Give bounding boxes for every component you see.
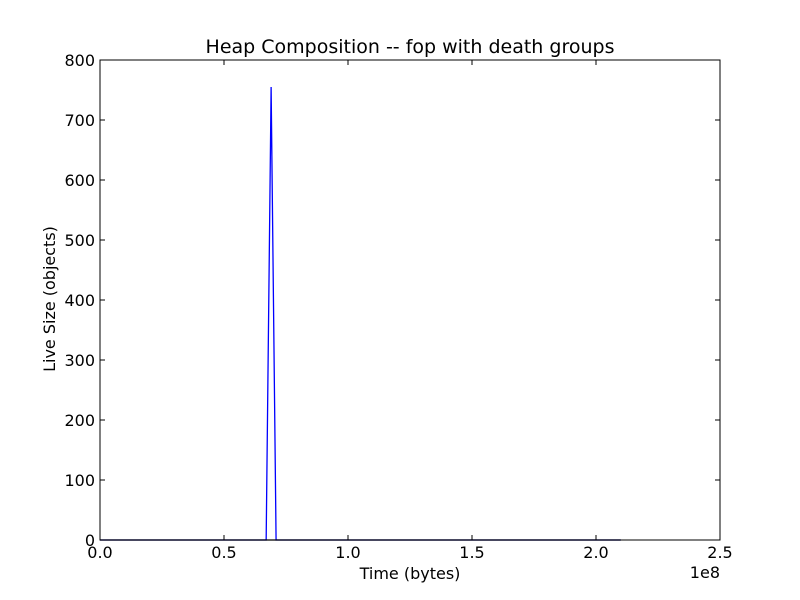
x-tick-label: 0.0 xyxy=(87,543,112,562)
y-tick-label: 300 xyxy=(64,351,95,370)
y-tick-label: 100 xyxy=(64,471,95,490)
y-tick-label: 400 xyxy=(64,291,95,310)
x-tick-label: 1.0 xyxy=(335,543,360,562)
x-offset-label: 1e8 xyxy=(690,563,720,582)
y-tick-label: 500 xyxy=(64,231,95,250)
axes-frame xyxy=(99,59,721,541)
y-tick-label: 800 xyxy=(64,51,95,70)
chart-title: Heap Composition -- fop with death group… xyxy=(206,36,615,58)
y-tick-label: 700 xyxy=(64,111,95,130)
x-tick-label: 1.5 xyxy=(459,543,484,562)
y-tick-label: 600 xyxy=(64,171,95,190)
y-tick-label: 200 xyxy=(64,411,95,430)
y-axis-label: Live Size (objects) xyxy=(40,226,59,372)
x-tick-label: 0.5 xyxy=(211,543,236,562)
x-tick-label: 2.0 xyxy=(583,543,608,562)
y-tick-label: 0 xyxy=(85,531,95,550)
x-axis-label: Time (bytes) xyxy=(359,564,461,583)
plot-area: 0.0 0.5 1.0 1.5 2.0 2.5 0 100 200 300 400 500 600 700… xyxy=(64,51,732,562)
x-tick-label: 2.5 xyxy=(707,543,732,562)
